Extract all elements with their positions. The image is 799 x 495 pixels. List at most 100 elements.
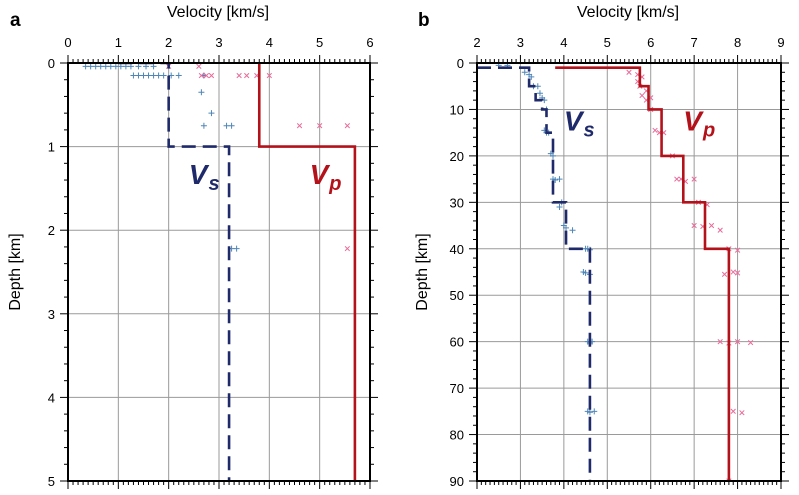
panel-a-Vp-label-sub: p: [328, 173, 341, 195]
panel-b-Vs-samples-point: [556, 203, 563, 210]
panel-a-Vs-samples-point: [160, 72, 167, 79]
panel-b-y-tick-label: 40: [450, 242, 464, 257]
panel-a-Vs-samples-point: [107, 63, 114, 70]
panel-a-grid: [68, 63, 370, 481]
panel-a-Vs-samples-point: [135, 72, 142, 79]
panel-b-Vp-samples-point: [739, 410, 745, 416]
panel-b-x-tick-label: 5: [604, 35, 611, 50]
panel-a-Vs-samples-point: [145, 72, 152, 79]
panel-a-Vp-samples-point: [344, 123, 351, 129]
panel-b-Vs-samples-point: [569, 227, 576, 234]
panel-a-x-tick-label: 6: [366, 35, 373, 50]
panel-b-Vp-samples-point: [717, 227, 723, 233]
panel-b-Vs-samples-point: [563, 224, 570, 231]
panel-a-Vs-samples-point: [198, 89, 205, 96]
panel-a-Vs-samples-point: [102, 63, 109, 70]
panel-a-Vp-samples-point: [208, 72, 215, 79]
panel-b-Vp-samples-point: [708, 222, 715, 229]
panel-a-Vs-samples-point: [233, 245, 240, 252]
panel-b-y-tick-label: 80: [450, 428, 464, 443]
panel-a-Vs-samples-point: [150, 63, 157, 70]
panel-b-Vp-samples-point: [639, 92, 645, 99]
panel-b-Vp-samples-point: [734, 339, 741, 345]
panel-b-Vp-samples-point: [652, 127, 658, 133]
panel-b-Vp-samples-point: [674, 176, 680, 182]
panel-a-Vs-samples-point: [200, 122, 207, 129]
panel-a-y-tick-label: 3: [48, 307, 55, 322]
panel-b-Vp-label-main: V: [683, 105, 704, 136]
panel-a-Vs-samples-point: [130, 72, 137, 79]
panel-b-Vp-samples-point: [747, 339, 754, 346]
panel-b-Vs-samples-point: [582, 269, 589, 276]
panel-a-Vp-label-main: V: [310, 159, 331, 190]
panel-a-Vs-label: Vs: [189, 159, 220, 195]
panel-a-samples: [82, 63, 351, 252]
panel-a-y-axis-title: Depth [km]: [7, 233, 24, 310]
panel-a-Vp-samples-point: [317, 123, 323, 129]
panel-a-Vs-samples-point: [175, 72, 182, 79]
panel-b-Vs-samples-point: [534, 83, 541, 90]
panel-a-Vs-samples-point: [122, 63, 129, 70]
panel-a-frame: [67, 62, 371, 482]
panel-a-Vs-samples-point: [140, 72, 147, 79]
panel-b-x-tick-label: 2: [473, 35, 480, 50]
panel-b-frame: [476, 62, 782, 482]
panel-b-Vp-samples-point: [726, 478, 732, 481]
panel-b-x-tick-label: 8: [734, 35, 741, 50]
panel-b-x-tick-label: 9: [777, 35, 784, 50]
panel-a-Vp-samples-point: [236, 72, 242, 79]
panel-b-Vp-samples-point: [721, 271, 728, 277]
panel-b-Vs-line: [477, 66, 592, 481]
panel-b-y-tick-label: 20: [450, 149, 464, 164]
panel-b-Vs-samples-point: [550, 152, 556, 159]
panel-a-tick-labels: 0 1 2 3 4 5 6 0 1 2 3 4 5: [48, 35, 374, 489]
panel-b-Vp-samples-point: [717, 339, 723, 345]
panel-b-Vp-label-sub: p: [702, 119, 715, 141]
panel-b-Vp-samples-point: [730, 408, 736, 414]
panel-a-Vs-samples-point: [155, 72, 162, 79]
panel-b-Vp-samples-point: [691, 222, 697, 229]
panel-b-Vs-samples-point: [556, 176, 563, 183]
panel-a-Vs-samples-point: [223, 122, 230, 129]
panel-b-Vp-samples-point: [734, 270, 741, 276]
panel-a-Vp-samples-point: [266, 72, 272, 79]
panel-a-x-tick-label: 5: [316, 35, 323, 50]
panel-a-y-tick-label: 4: [48, 390, 55, 405]
panel-a-x-tick-label: 3: [215, 35, 222, 50]
panel-b-Vs-label: Vs: [564, 105, 595, 141]
panel-b-x-tick-label: 6: [647, 35, 654, 50]
panel-a-Vs-samples-point: [97, 63, 104, 70]
panel-b-x-axis-title: Velocity [km/s]: [577, 4, 679, 21]
panel-a-y-tick-label: 1: [48, 140, 55, 155]
panel-a-x-axis-title: Velocity [km/s]: [167, 4, 269, 21]
panel-a-Vp-samples-point: [198, 72, 205, 79]
panel-a-letter: a: [10, 10, 21, 31]
panel-b-y-tick-label: 70: [450, 381, 464, 396]
panel-a-Vs-samples-point: [228, 122, 235, 129]
panel-a-Vs-samples-point: [135, 63, 142, 70]
panel-a-Vs-samples-point: [127, 63, 134, 70]
panel-a-Vp-samples-point: [296, 123, 303, 129]
panel-a-Vs-label-main: V: [189, 159, 210, 190]
panel-b-Vp-label: Vp: [683, 105, 715, 141]
panel-b-Vs-samples-point: [536, 90, 543, 97]
panel-b-y-tick-label: 0: [457, 56, 464, 71]
panel-b-lines: [477, 66, 731, 481]
panel-b-Vs-samples-point: [528, 73, 535, 80]
panel-a-Vp-samples-point: [203, 72, 210, 79]
panel-a-Vs-samples-point: [82, 63, 89, 70]
panel-b: b Velocity [km/s] Depth [km] 2 3 4 5 6 7 8 9010…: [414, 4, 789, 489]
panel-a-Vp-samples-point: [244, 72, 250, 79]
panel-a-Vs-samples-point: [168, 72, 175, 79]
panel-a-x-tick-label: 0: [64, 35, 71, 50]
panel-b-letter: b: [418, 10, 430, 31]
panel-a-Vp-label: Vp: [310, 159, 342, 195]
panel-b-x-tick-label: 4: [560, 35, 567, 50]
panel-b-x-tick-label: 7: [691, 35, 698, 50]
panel-b-Vs-label-main: V: [564, 105, 585, 136]
panel-b-Vp-samples-point: [626, 69, 632, 75]
panel-a: a Velocity [km/s] Depth [km] 0 1 2 3 4 5 6 0 1 2 3…: [7, 4, 378, 489]
panel-b-tick-marks: [469, 55, 789, 489]
